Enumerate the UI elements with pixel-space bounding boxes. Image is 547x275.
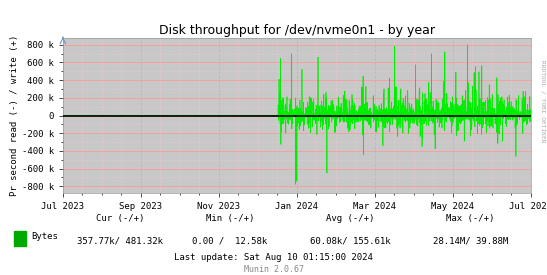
Text: Min (-/+): Min (-/+) bbox=[206, 214, 254, 223]
Text: Munin 2.0.67: Munin 2.0.67 bbox=[243, 265, 304, 274]
Text: Max (-/+): Max (-/+) bbox=[446, 214, 494, 223]
Text: Avg (-/+): Avg (-/+) bbox=[326, 214, 374, 223]
Text: 28.14M/ 39.88M: 28.14M/ 39.88M bbox=[433, 236, 508, 245]
Y-axis label: Pr second read (-) / write (+): Pr second read (-) / write (+) bbox=[10, 35, 19, 196]
Text: 60.08k/ 155.61k: 60.08k/ 155.61k bbox=[310, 236, 391, 245]
Text: Bytes: Bytes bbox=[32, 232, 59, 241]
Text: 0.00 /  12.58k: 0.00 / 12.58k bbox=[192, 236, 267, 245]
Text: Cur (-/+): Cur (-/+) bbox=[96, 214, 144, 223]
Text: Last update: Sat Aug 10 01:15:00 2024: Last update: Sat Aug 10 01:15:00 2024 bbox=[174, 253, 373, 262]
Title: Disk throughput for /dev/nvme0n1 - by year: Disk throughput for /dev/nvme0n1 - by ye… bbox=[159, 24, 435, 37]
Text: 357.77k/ 481.32k: 357.77k/ 481.32k bbox=[77, 236, 164, 245]
Text: RRDTOOL / TOBI OETIKER: RRDTOOL / TOBI OETIKER bbox=[541, 60, 546, 143]
